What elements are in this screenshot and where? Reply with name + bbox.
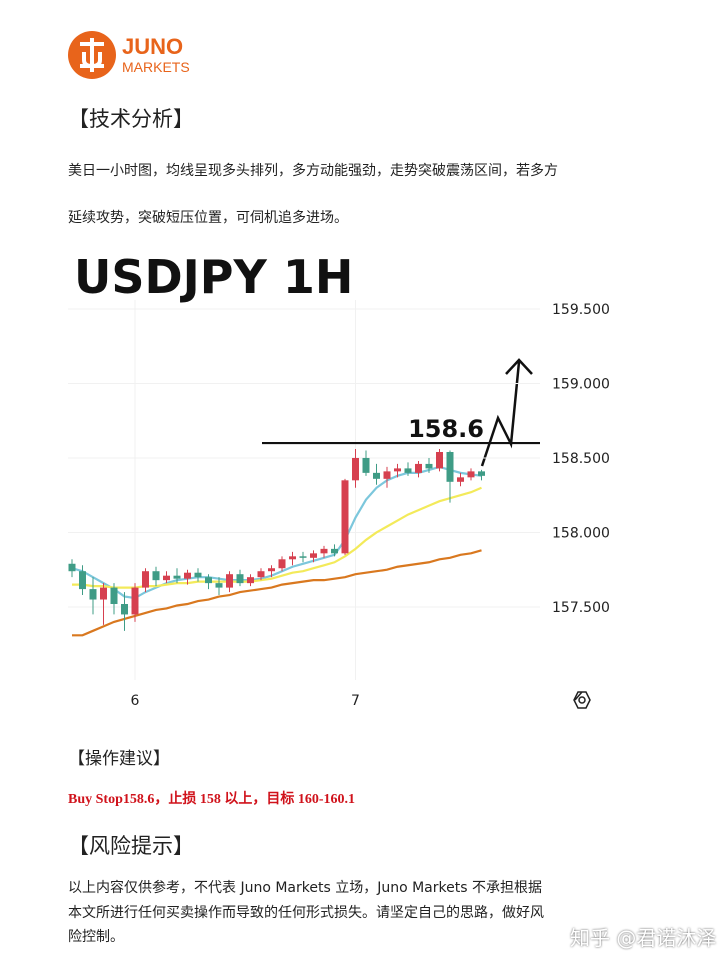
- candle-body: [215, 583, 223, 588]
- paragraph-line: 延续攻势，突破短压位置，可伺机追多进场。: [68, 210, 348, 226]
- candle-body: [184, 572, 191, 579]
- candle-body: [352, 457, 359, 481]
- y-tick-label: 158.000: [552, 525, 610, 541]
- level-label: 158.6: [408, 415, 484, 443]
- candle-body: [383, 471, 391, 479]
- paragraph-line: 本文所进行任何买卖操作而导致的任何形式损失。请坚定自己的思路，做好风: [68, 905, 544, 921]
- candle-body: [152, 571, 160, 581]
- logo-top: JUNO: [122, 34, 183, 59]
- heading: 【技术分析】: [68, 107, 194, 131]
- candle-body: [289, 556, 296, 560]
- candle-body: [478, 471, 485, 476]
- candle-body: [373, 472, 380, 479]
- moving-average: [72, 549, 482, 637]
- logo: JUNO MARKETS: [68, 31, 190, 79]
- candle-body: [310, 553, 317, 558]
- candle-body: [341, 480, 349, 554]
- candle-body: [457, 477, 464, 482]
- y-tick-label: 158.500: [552, 451, 610, 467]
- candle-body: [467, 471, 475, 478]
- arrow: [480, 358, 533, 467]
- moving-average: [71, 465, 482, 600]
- chart: USDJPY 1H 157.500 158.000 158.500 159.000 15…: [68, 250, 610, 709]
- candle-body: [278, 559, 286, 569]
- candle-body: [404, 468, 412, 473]
- candle-body: [394, 468, 401, 472]
- y-tick-label: 159.500: [552, 302, 610, 318]
- x-tick-label: 7: [351, 693, 360, 709]
- candle-body: [89, 589, 97, 600]
- x-tick-label: 6: [131, 693, 140, 709]
- candle-body: [131, 587, 139, 615]
- candle-body: [320, 548, 328, 554]
- candle-body: [236, 574, 244, 584]
- candle-body: [331, 548, 338, 554]
- moving-average: [72, 486, 482, 589]
- candle-body: [100, 587, 107, 600]
- candle-body: [425, 463, 433, 469]
- paragraph-line: 美日一小时图，均线呈现多头排列，多方动能强劲，走势突破震荡区间，若多方: [68, 163, 558, 179]
- heading: 【风险提示】: [68, 834, 194, 858]
- candle-body: [268, 568, 275, 572]
- settings-icon-dot: [578, 696, 586, 704]
- candle-body: [226, 574, 233, 588]
- candle-body: [446, 452, 454, 482]
- candle-body: [194, 572, 202, 578]
- paragraph-line: 险控制。: [68, 929, 124, 945]
- settings-icon: [573, 691, 591, 709]
- candle-body: [257, 571, 265, 578]
- candle-body: [142, 571, 149, 588]
- candle-body: [362, 457, 370, 473]
- candle-body: [79, 571, 86, 590]
- paragraph-line: 以上内容仅供参考，不代表 Juno Markets 立场，Juno Market…: [68, 880, 542, 896]
- watermark: 知乎 @君诺沐泽: [570, 926, 717, 950]
- y-tick-label: 159.000: [552, 376, 610, 392]
- y-tick-label: 157.500: [552, 600, 610, 616]
- logo-bottom: MARKETS: [122, 59, 190, 75]
- candle-body: [299, 556, 307, 558]
- candle-body: [205, 577, 212, 584]
- candle-body: [436, 452, 443, 469]
- candle-body: [121, 604, 128, 615]
- candle-body: [247, 577, 254, 584]
- chart-title: USDJPY 1H: [74, 250, 353, 304]
- heading: 【操作建议】: [68, 749, 170, 769]
- candle-body: [110, 587, 118, 604]
- candle-body: [68, 563, 76, 572]
- candle-body: [163, 575, 170, 581]
- candle-body: [173, 575, 181, 579]
- advice: Buy Stop158.6，止损 158 以上，目标 160-160.1: [68, 792, 356, 807]
- candle-body: [415, 463, 422, 473]
